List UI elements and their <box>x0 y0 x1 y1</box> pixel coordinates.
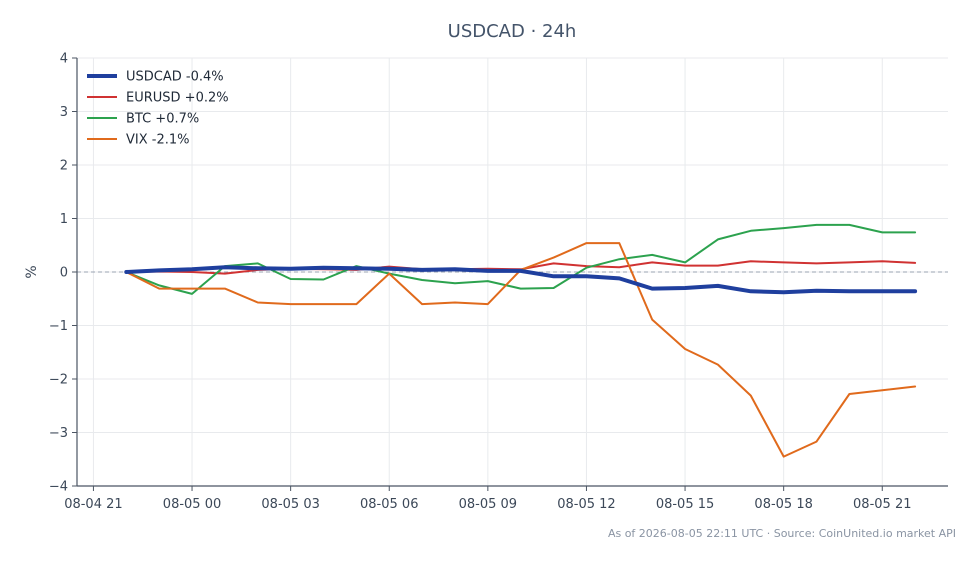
y-axis-label: % <box>24 265 40 278</box>
x-tick-label: 08-05 21 <box>853 497 911 512</box>
y-tick-label: −4 <box>49 480 68 495</box>
y-tick-label: −2 <box>49 373 68 388</box>
legend-label: USDCAD -0.4% <box>126 70 224 85</box>
legend: USDCAD -0.4% EURUSD +0.2% BTC +0.7% VIX -2.… <box>87 70 229 148</box>
x-tick-label: 08-05 00 <box>163 497 221 512</box>
series-line-2 <box>125 223 917 295</box>
chart-title: USDCAD · 24h <box>448 21 577 42</box>
series-layer <box>124 223 918 458</box>
y-tick-label: 2 <box>60 159 68 174</box>
x-tick-label: 08-05 18 <box>754 497 812 512</box>
source-footer: As of 2026-08-05 22:11 UTC · Source: Coi… <box>608 527 956 540</box>
legend-label: BTC +0.7% <box>126 112 199 127</box>
x-tick-label: 08-05 15 <box>656 497 714 512</box>
x-tick-label: 08-05 09 <box>459 497 517 512</box>
y-tick-label: −3 <box>49 426 68 441</box>
series-line-3 <box>125 242 917 458</box>
x-tick-label: 08-05 12 <box>557 497 615 512</box>
x-tick-label: 08-05 06 <box>360 497 418 512</box>
y-tick-label: 4 <box>60 52 68 67</box>
ticks-layer: −4 −3 −2 −1 0 1 2 3 4 08-04 21 08-05 00 08-05 03 08-… <box>49 52 912 513</box>
y-tick-label: −1 <box>49 319 68 334</box>
y-tick-label: 3 <box>60 105 68 120</box>
x-tick-label: 08-05 03 <box>261 497 319 512</box>
legend-label: VIX -2.1% <box>126 133 189 148</box>
legend-label: EURUSD +0.2% <box>126 91 229 106</box>
series-line-0 <box>124 265 918 295</box>
y-tick-label: 0 <box>60 266 68 281</box>
x-tick-label: 08-04 21 <box>64 497 122 512</box>
y-tick-label: 1 <box>60 212 68 227</box>
